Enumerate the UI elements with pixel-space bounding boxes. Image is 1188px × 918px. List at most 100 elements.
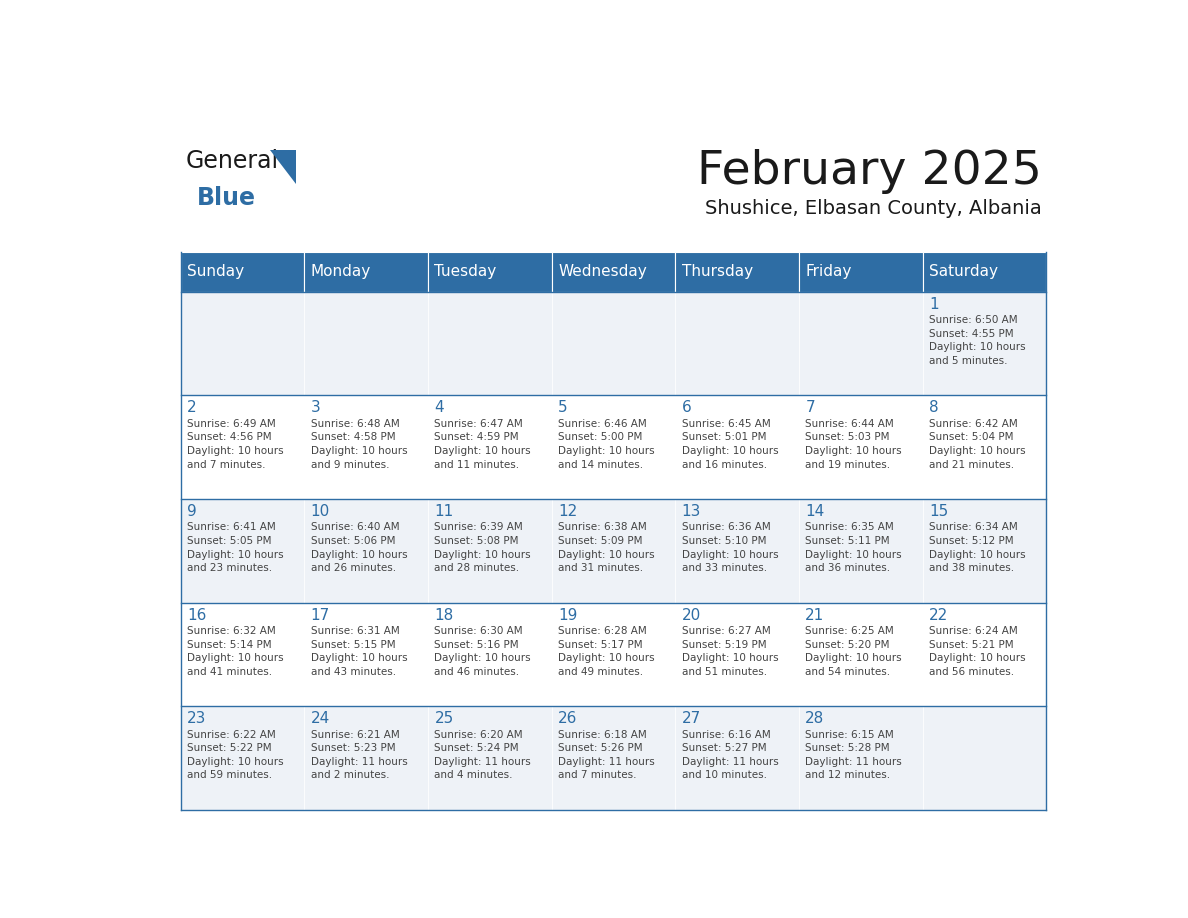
Bar xyxy=(798,396,923,499)
Bar xyxy=(551,706,675,810)
Text: Shushice, Elbasan County, Albania: Shushice, Elbasan County, Albania xyxy=(704,198,1042,218)
Text: 14: 14 xyxy=(805,504,824,519)
Text: 17: 17 xyxy=(311,608,330,622)
Bar xyxy=(551,396,675,499)
Bar xyxy=(798,292,923,396)
Text: Sunrise: 6:24 AM
Sunset: 5:21 PM
Daylight: 10 hours
and 56 minutes.: Sunrise: 6:24 AM Sunset: 5:21 PM Dayligh… xyxy=(929,626,1025,677)
Text: Sunrise: 6:36 AM
Sunset: 5:10 PM
Daylight: 10 hours
and 33 minutes.: Sunrise: 6:36 AM Sunset: 5:10 PM Dayligh… xyxy=(682,522,778,573)
Bar xyxy=(798,603,923,706)
Text: Sunrise: 6:38 AM
Sunset: 5:09 PM
Daylight: 10 hours
and 31 minutes.: Sunrise: 6:38 AM Sunset: 5:09 PM Dayligh… xyxy=(558,522,655,573)
Text: Sunrise: 6:45 AM
Sunset: 5:01 PM
Daylight: 10 hours
and 16 minutes.: Sunrise: 6:45 AM Sunset: 5:01 PM Dayligh… xyxy=(682,419,778,470)
Bar xyxy=(675,396,798,499)
Text: Sunrise: 6:18 AM
Sunset: 5:26 PM
Daylight: 11 hours
and 7 minutes.: Sunrise: 6:18 AM Sunset: 5:26 PM Dayligh… xyxy=(558,730,655,780)
Text: 4: 4 xyxy=(435,400,444,416)
Bar xyxy=(675,292,798,396)
Text: 10: 10 xyxy=(311,504,330,519)
Text: Sunrise: 6:34 AM
Sunset: 5:12 PM
Daylight: 10 hours
and 38 minutes.: Sunrise: 6:34 AM Sunset: 5:12 PM Dayligh… xyxy=(929,522,1025,573)
Text: 16: 16 xyxy=(188,608,207,622)
Text: Friday: Friday xyxy=(805,264,852,279)
Bar xyxy=(304,252,428,292)
Bar xyxy=(923,292,1047,396)
Text: Sunrise: 6:35 AM
Sunset: 5:11 PM
Daylight: 10 hours
and 36 minutes.: Sunrise: 6:35 AM Sunset: 5:11 PM Dayligh… xyxy=(805,522,902,573)
Text: Sunrise: 6:31 AM
Sunset: 5:15 PM
Daylight: 10 hours
and 43 minutes.: Sunrise: 6:31 AM Sunset: 5:15 PM Dayligh… xyxy=(311,626,407,677)
Text: Sunrise: 6:40 AM
Sunset: 5:06 PM
Daylight: 10 hours
and 26 minutes.: Sunrise: 6:40 AM Sunset: 5:06 PM Dayligh… xyxy=(311,522,407,573)
Text: 24: 24 xyxy=(311,711,330,726)
Bar xyxy=(675,499,798,603)
Bar xyxy=(923,706,1047,810)
Text: Sunrise: 6:47 AM
Sunset: 4:59 PM
Daylight: 10 hours
and 11 minutes.: Sunrise: 6:47 AM Sunset: 4:59 PM Dayligh… xyxy=(435,419,531,470)
Text: 1: 1 xyxy=(929,297,939,312)
Bar xyxy=(181,292,304,396)
Text: Thursday: Thursday xyxy=(682,264,753,279)
Text: Sunrise: 6:15 AM
Sunset: 5:28 PM
Daylight: 11 hours
and 12 minutes.: Sunrise: 6:15 AM Sunset: 5:28 PM Dayligh… xyxy=(805,730,902,780)
Bar xyxy=(428,499,551,603)
Text: Sunrise: 6:42 AM
Sunset: 5:04 PM
Daylight: 10 hours
and 21 minutes.: Sunrise: 6:42 AM Sunset: 5:04 PM Dayligh… xyxy=(929,419,1025,470)
Bar xyxy=(551,252,675,292)
Text: 15: 15 xyxy=(929,504,948,519)
Bar xyxy=(304,396,428,499)
Text: 6: 6 xyxy=(682,400,691,416)
Text: Sunrise: 6:48 AM
Sunset: 4:58 PM
Daylight: 10 hours
and 9 minutes.: Sunrise: 6:48 AM Sunset: 4:58 PM Dayligh… xyxy=(311,419,407,470)
Text: 21: 21 xyxy=(805,608,824,622)
Text: Sunrise: 6:27 AM
Sunset: 5:19 PM
Daylight: 10 hours
and 51 minutes.: Sunrise: 6:27 AM Sunset: 5:19 PM Dayligh… xyxy=(682,626,778,677)
Bar xyxy=(304,292,428,396)
Text: 22: 22 xyxy=(929,608,948,622)
Text: Sunrise: 6:25 AM
Sunset: 5:20 PM
Daylight: 10 hours
and 54 minutes.: Sunrise: 6:25 AM Sunset: 5:20 PM Dayligh… xyxy=(805,626,902,677)
Text: Sunday: Sunday xyxy=(188,264,245,279)
Bar xyxy=(923,396,1047,499)
Bar xyxy=(181,706,304,810)
Text: Sunrise: 6:16 AM
Sunset: 5:27 PM
Daylight: 11 hours
and 10 minutes.: Sunrise: 6:16 AM Sunset: 5:27 PM Dayligh… xyxy=(682,730,778,780)
Bar xyxy=(428,603,551,706)
Polygon shape xyxy=(270,151,296,185)
Text: Saturday: Saturday xyxy=(929,264,998,279)
Text: Sunrise: 6:22 AM
Sunset: 5:22 PM
Daylight: 10 hours
and 59 minutes.: Sunrise: 6:22 AM Sunset: 5:22 PM Dayligh… xyxy=(188,730,284,780)
Text: Sunrise: 6:28 AM
Sunset: 5:17 PM
Daylight: 10 hours
and 49 minutes.: Sunrise: 6:28 AM Sunset: 5:17 PM Dayligh… xyxy=(558,626,655,677)
Text: 23: 23 xyxy=(188,711,207,726)
Bar xyxy=(798,252,923,292)
Text: Sunrise: 6:39 AM
Sunset: 5:08 PM
Daylight: 10 hours
and 28 minutes.: Sunrise: 6:39 AM Sunset: 5:08 PM Dayligh… xyxy=(435,522,531,573)
Bar xyxy=(923,499,1047,603)
Text: February 2025: February 2025 xyxy=(696,149,1042,194)
Bar xyxy=(798,499,923,603)
Text: 11: 11 xyxy=(435,504,454,519)
Bar xyxy=(675,706,798,810)
Bar xyxy=(181,603,304,706)
Bar xyxy=(304,603,428,706)
Text: Sunrise: 6:32 AM
Sunset: 5:14 PM
Daylight: 10 hours
and 41 minutes.: Sunrise: 6:32 AM Sunset: 5:14 PM Dayligh… xyxy=(188,626,284,677)
Bar xyxy=(304,706,428,810)
Text: 9: 9 xyxy=(188,504,197,519)
Bar xyxy=(551,603,675,706)
Bar xyxy=(428,706,551,810)
Text: 7: 7 xyxy=(805,400,815,416)
Bar xyxy=(798,706,923,810)
Bar xyxy=(181,252,304,292)
Text: Wednesday: Wednesday xyxy=(558,264,646,279)
Text: 5: 5 xyxy=(558,400,568,416)
Bar xyxy=(675,252,798,292)
Bar xyxy=(428,292,551,396)
Bar xyxy=(428,396,551,499)
Text: Sunrise: 6:20 AM
Sunset: 5:24 PM
Daylight: 11 hours
and 4 minutes.: Sunrise: 6:20 AM Sunset: 5:24 PM Dayligh… xyxy=(435,730,531,780)
Text: Sunrise: 6:30 AM
Sunset: 5:16 PM
Daylight: 10 hours
and 46 minutes.: Sunrise: 6:30 AM Sunset: 5:16 PM Dayligh… xyxy=(435,626,531,677)
Bar xyxy=(304,499,428,603)
Text: 27: 27 xyxy=(682,711,701,726)
Text: Monday: Monday xyxy=(311,264,371,279)
Text: 8: 8 xyxy=(929,400,939,416)
Text: 28: 28 xyxy=(805,711,824,726)
Bar xyxy=(181,396,304,499)
Bar xyxy=(181,499,304,603)
Text: Sunrise: 6:21 AM
Sunset: 5:23 PM
Daylight: 11 hours
and 2 minutes.: Sunrise: 6:21 AM Sunset: 5:23 PM Dayligh… xyxy=(311,730,407,780)
Text: Sunrise: 6:46 AM
Sunset: 5:00 PM
Daylight: 10 hours
and 14 minutes.: Sunrise: 6:46 AM Sunset: 5:00 PM Dayligh… xyxy=(558,419,655,470)
Bar xyxy=(551,499,675,603)
Bar xyxy=(428,252,551,292)
Text: General: General xyxy=(185,149,278,173)
Bar xyxy=(923,603,1047,706)
Text: Tuesday: Tuesday xyxy=(435,264,497,279)
Text: 18: 18 xyxy=(435,608,454,622)
Text: 12: 12 xyxy=(558,504,577,519)
Text: 3: 3 xyxy=(311,400,321,416)
Text: Sunrise: 6:41 AM
Sunset: 5:05 PM
Daylight: 10 hours
and 23 minutes.: Sunrise: 6:41 AM Sunset: 5:05 PM Dayligh… xyxy=(188,522,284,573)
Text: 20: 20 xyxy=(682,608,701,622)
Bar xyxy=(551,292,675,396)
Bar xyxy=(923,252,1047,292)
